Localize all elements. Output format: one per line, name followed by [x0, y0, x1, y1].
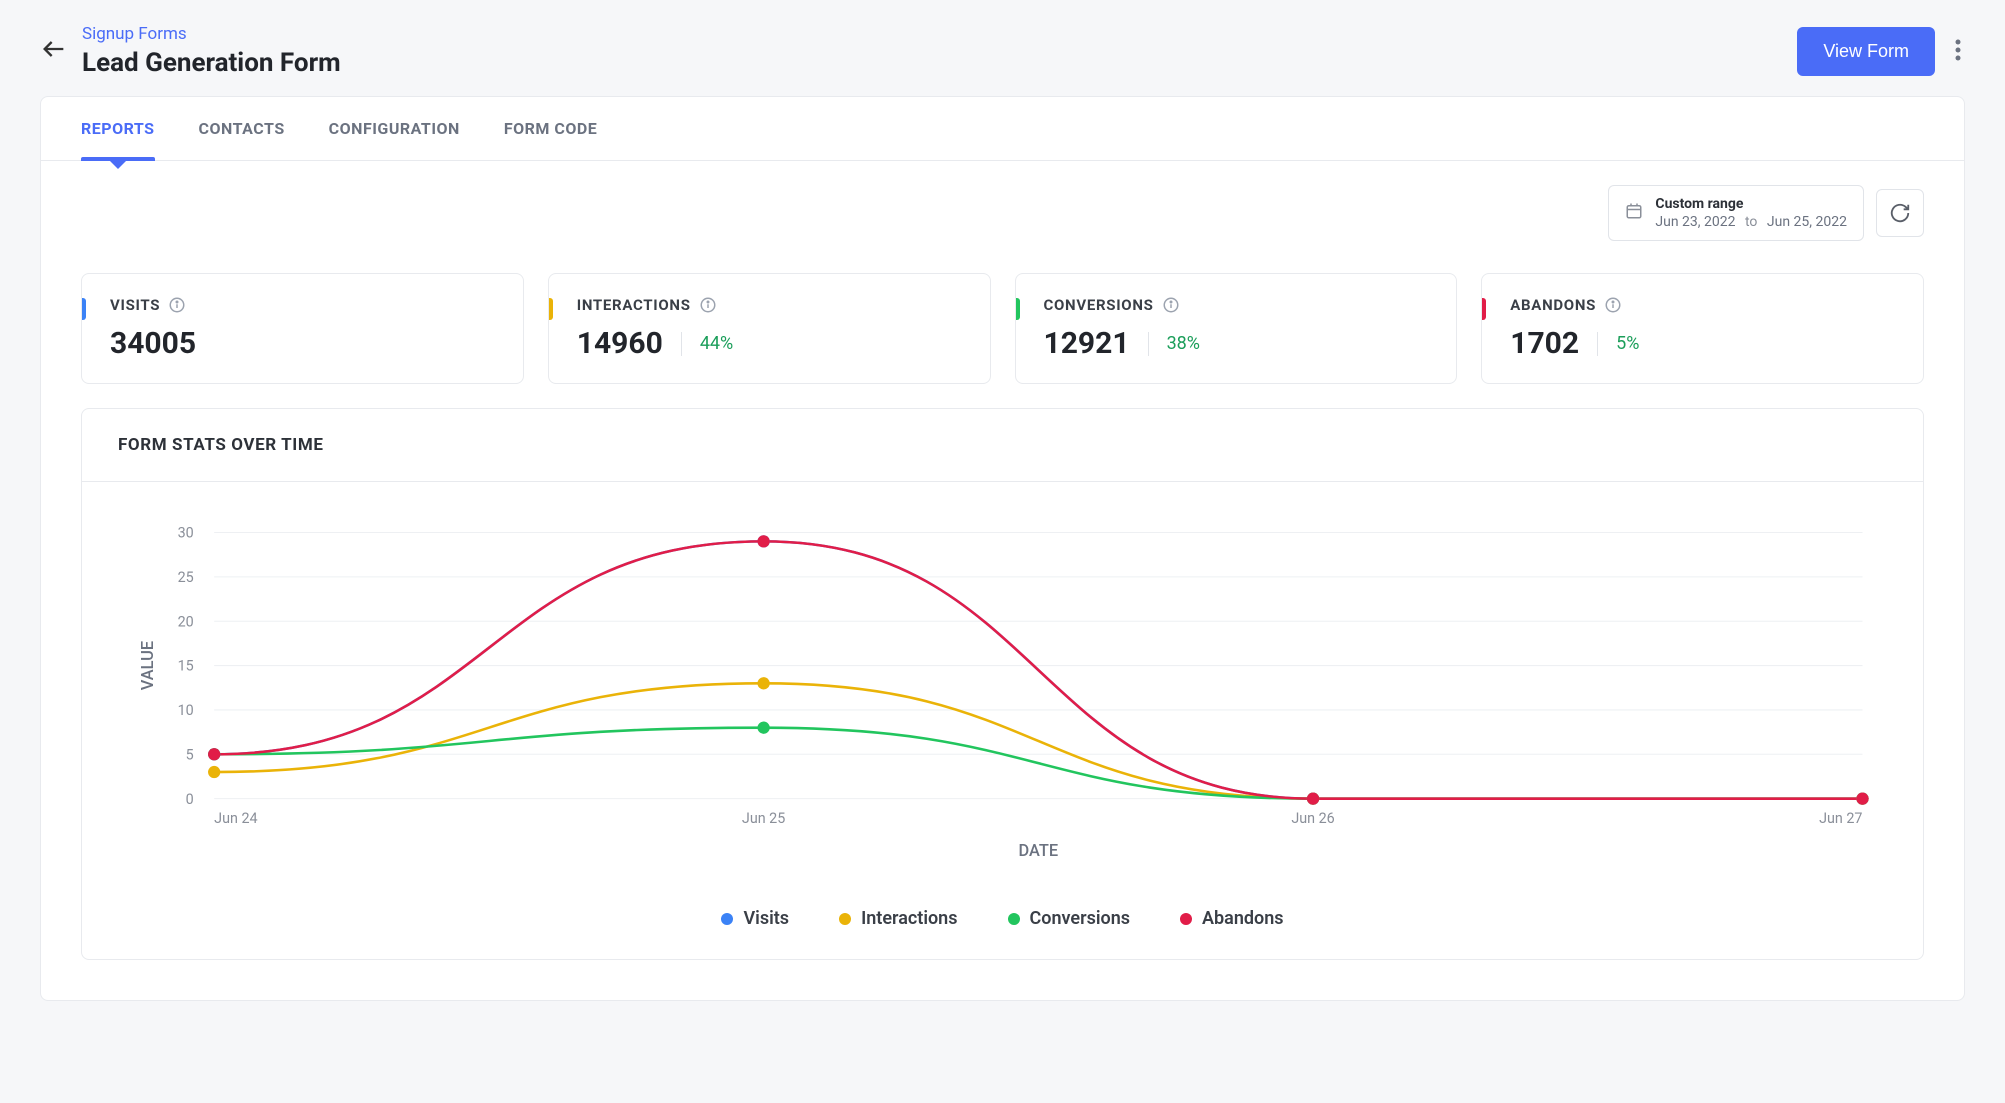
- date-to: Jun 25, 2022: [1767, 214, 1847, 230]
- info-icon[interactable]: [1604, 296, 1622, 314]
- stat-label: INTERACTIONS: [577, 296, 691, 314]
- stat-card-interactions: INTERACTIONS 14960 44%: [548, 273, 991, 384]
- calendar-icon: [1625, 202, 1643, 224]
- stat-value: 1702: [1510, 326, 1579, 361]
- legend-dot: [1008, 913, 1020, 925]
- svg-text:0: 0: [186, 792, 194, 808]
- view-form-button[interactable]: View Form: [1797, 27, 1935, 76]
- info-icon[interactable]: [1162, 296, 1180, 314]
- svg-text:30: 30: [178, 526, 194, 542]
- tab-configuration[interactable]: CONFIGURATION: [329, 97, 460, 160]
- back-arrow-icon[interactable]: [40, 35, 68, 67]
- svg-text:Jun 25: Jun 25: [742, 811, 785, 827]
- divider: [681, 332, 682, 356]
- legend-item[interactable]: Abandons: [1180, 908, 1284, 929]
- page-title: Lead Generation Form: [82, 48, 1797, 78]
- stat-value: 14960: [577, 326, 663, 361]
- line-chart: 0 5 10 15 20 25 30 Jun 24 Jun 25 Jun 26 Jun 27 VALU…: [122, 512, 1883, 870]
- svg-text:15: 15: [178, 659, 194, 675]
- date-range-label: Custom range: [1655, 196, 1847, 212]
- tab-reports[interactable]: REPORTS: [81, 97, 155, 160]
- legend-dot: [839, 913, 851, 925]
- stat-card-abandons: ABANDONS 1702 5%: [1481, 273, 1924, 384]
- legend-label: Visits: [743, 908, 789, 929]
- legend-item[interactable]: Interactions: [839, 908, 957, 929]
- info-icon[interactable]: [699, 296, 717, 314]
- divider: [1148, 332, 1149, 356]
- svg-text:Jun 26: Jun 26: [1291, 811, 1334, 827]
- svg-text:VALUE: VALUE: [138, 641, 157, 690]
- tab-contacts[interactable]: CONTACTS: [199, 97, 285, 160]
- svg-text:25: 25: [178, 570, 194, 586]
- legend-item[interactable]: Visits: [721, 908, 789, 929]
- svg-text:10: 10: [178, 703, 194, 719]
- stat-label: VISITS: [110, 296, 160, 314]
- svg-text:DATE: DATE: [1019, 841, 1059, 860]
- stat-percent: 38%: [1167, 333, 1200, 354]
- date-from: Jun 23, 2022: [1655, 214, 1735, 230]
- info-icon[interactable]: [168, 296, 186, 314]
- legend-item[interactable]: Conversions: [1008, 908, 1131, 929]
- chart-title: FORM STATS OVER TIME: [82, 409, 1923, 482]
- more-menu-button[interactable]: [1951, 30, 1965, 73]
- tab-form-code[interactable]: FORM CODE: [504, 97, 597, 160]
- legend-label: Conversions: [1030, 908, 1131, 929]
- stat-label: CONVERSIONS: [1044, 296, 1154, 314]
- divider: [1597, 332, 1598, 356]
- chart-legend: Visits Interactions Conversions Abandons: [82, 890, 1923, 959]
- svg-text:Jun 27: Jun 27: [1819, 811, 1862, 827]
- stat-label: ABANDONS: [1510, 296, 1596, 314]
- more-vertical-icon: [1955, 38, 1961, 62]
- refresh-icon: [1889, 202, 1911, 224]
- date-to-word: to: [1745, 214, 1757, 230]
- stat-value: 34005: [110, 326, 196, 361]
- date-range-picker[interactable]: Custom range Jun 23, 2022 to Jun 25, 202…: [1608, 185, 1864, 241]
- svg-text:5: 5: [186, 747, 194, 763]
- svg-text:20: 20: [178, 614, 194, 630]
- refresh-button[interactable]: [1876, 189, 1924, 237]
- stat-card-conversions: CONVERSIONS 12921 38%: [1015, 273, 1458, 384]
- legend-dot: [1180, 913, 1192, 925]
- stat-percent: 44%: [700, 333, 733, 354]
- stat-value: 12921: [1044, 326, 1130, 361]
- legend-label: Interactions: [861, 908, 957, 929]
- stat-card-visits: VISITS 34005: [81, 273, 524, 384]
- stat-percent: 5%: [1616, 333, 1639, 354]
- svg-text:Jun 24: Jun 24: [214, 811, 257, 827]
- legend-label: Abandons: [1202, 908, 1284, 929]
- chart-card: FORM STATS OVER TIME 0 5 10 15 20 25 30 Jun 24 J…: [81, 408, 1924, 960]
- tabs: REPORTS CONTACTS CONFIGURATION FORM CODE: [41, 97, 1964, 161]
- breadcrumb-link[interactable]: Signup Forms: [82, 24, 187, 44]
- legend-dot: [721, 913, 733, 925]
